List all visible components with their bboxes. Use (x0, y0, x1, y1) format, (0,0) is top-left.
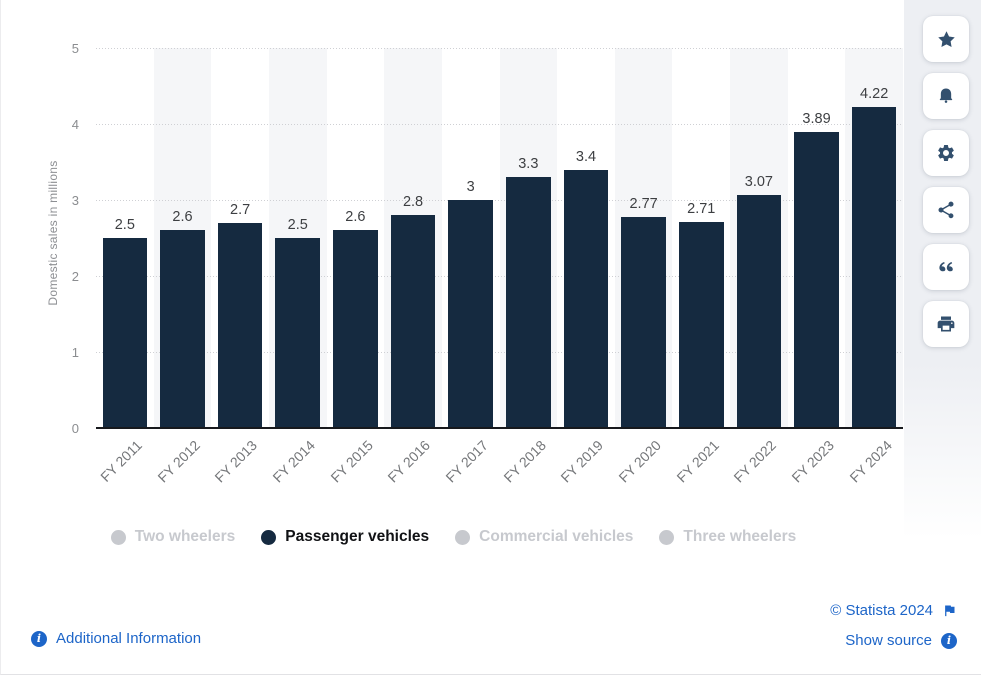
y-tick-label: 4 (71, 117, 79, 132)
x-tick-label: FY 2020 (615, 437, 664, 486)
cite-button[interactable] (923, 244, 969, 290)
bar[interactable] (390, 215, 436, 428)
grid-line (96, 123, 903, 125)
bar-value-label: 3 (466, 179, 475, 195)
grid-line (96, 199, 903, 201)
bar[interactable] (794, 132, 839, 428)
x-tick-label: FY 2011 (97, 437, 146, 485)
bar-value-label: 3.3 (518, 156, 539, 173)
bar-value-label: 3.4 (575, 148, 597, 165)
info-icon: i (941, 632, 957, 649)
info-icon: i (31, 630, 47, 647)
x-tick-label: FY 2018 (500, 437, 549, 486)
x-tick-label: FY 2014 (269, 437, 319, 486)
bar[interactable] (736, 194, 782, 428)
legend-label: Two wheelers (134, 528, 236, 545)
x-tick-label: FY 2024 (845, 437, 895, 486)
bar[interactable] (851, 107, 897, 428)
grid-line (96, 275, 903, 277)
notifications-button[interactable] (923, 73, 969, 119)
legend-dot (110, 529, 126, 545)
x-tick-label: FY 2021 (673, 437, 722, 486)
bar-value-label: 3.07 (744, 173, 773, 190)
y-axis-title: Domestic sales in millions (46, 160, 60, 306)
y-tick-label: 3 (71, 193, 79, 208)
bar-value-label: 2.71 (687, 201, 716, 218)
settings-button[interactable] (923, 130, 969, 176)
x-tick-label: FY 2022 (730, 437, 780, 486)
y-tick-label: 1 (71, 345, 79, 360)
legend-label: Passenger vehicles (285, 528, 430, 545)
x-tick-label: FY 2015 (327, 437, 376, 486)
bar-value-label: 2.6 (345, 209, 366, 226)
bar[interactable] (217, 222, 263, 428)
favorite-button[interactable] (923, 16, 969, 62)
printer-icon (936, 314, 956, 334)
bar[interactable] (333, 230, 378, 428)
additional-information-link[interactable]: i Additional Information (31, 630, 201, 647)
bar-value-label: 2.5 (287, 217, 308, 233)
x-tick-label: FY 2012 (154, 437, 203, 486)
print-button[interactable] (923, 301, 969, 347)
share-icon (936, 200, 956, 220)
x-tick-label: FY 2019 (557, 437, 607, 486)
y-tick-label: 5 (71, 41, 79, 56)
bar-value-label: 4.22 (860, 86, 889, 103)
bar[interactable] (160, 230, 205, 428)
quote-icon (935, 256, 957, 278)
grid-line (96, 351, 903, 353)
legend-label: Commercial vehicles (479, 528, 634, 545)
bar-value-label: 3.89 (802, 111, 831, 128)
bar[interactable] (506, 177, 551, 428)
bar-value-label: 2.6 (172, 209, 193, 226)
bar-value-label: 2.5 (114, 217, 135, 233)
bar[interactable] (563, 169, 609, 428)
star-icon (936, 29, 957, 50)
gear-icon (936, 143, 956, 163)
x-axis-line (96, 427, 903, 429)
bar[interactable] (102, 238, 148, 428)
bar[interactable] (448, 200, 493, 428)
legend-dot (261, 529, 277, 545)
legend-item-commercial-vehicles[interactable]: Commercial vehicles (455, 528, 633, 546)
y-tick-label: 2 (71, 269, 79, 284)
action-toolbar (923, 16, 969, 347)
legend-item-passenger-vehicles[interactable]: Passenger vehicles (261, 528, 429, 546)
y-tick-label: 0 (71, 421, 79, 436)
bar[interactable] (621, 217, 666, 428)
grid-line (96, 47, 903, 49)
legend: Two wheelers Passenger vehicles Commercial… (1, 528, 906, 546)
legend-dot (659, 529, 675, 545)
legend-dot (455, 529, 471, 545)
legend-item-three-wheelers[interactable]: Three wheelers (659, 528, 796, 546)
additional-information-label: Additional Information (56, 630, 202, 647)
bar[interactable] (275, 238, 321, 428)
bar-value-label: 2.77 (629, 196, 658, 213)
x-tick-label: FY 2013 (211, 437, 261, 486)
x-tick-label: FY 2016 (384, 437, 434, 486)
flag-icon (942, 603, 957, 618)
bar[interactable] (678, 222, 724, 428)
statista-copyright-link[interactable]: © Statista 2024 (830, 602, 957, 619)
x-tick-label: FY 2023 (788, 437, 837, 486)
legend-label: Three wheelers (683, 528, 797, 545)
share-button[interactable] (923, 187, 969, 233)
copyright-label: © Statista 2024 (830, 602, 933, 619)
show-source-link[interactable]: Show source i (845, 632, 957, 649)
bar-value-label: 2.7 (230, 201, 251, 218)
show-source-label: Show source (845, 632, 932, 649)
bell-icon (936, 86, 956, 106)
bar-value-label: 2.8 (402, 194, 424, 211)
legend-item-two-wheelers[interactable]: Two wheelers (110, 528, 236, 546)
x-tick-label: FY 2017 (442, 437, 492, 486)
